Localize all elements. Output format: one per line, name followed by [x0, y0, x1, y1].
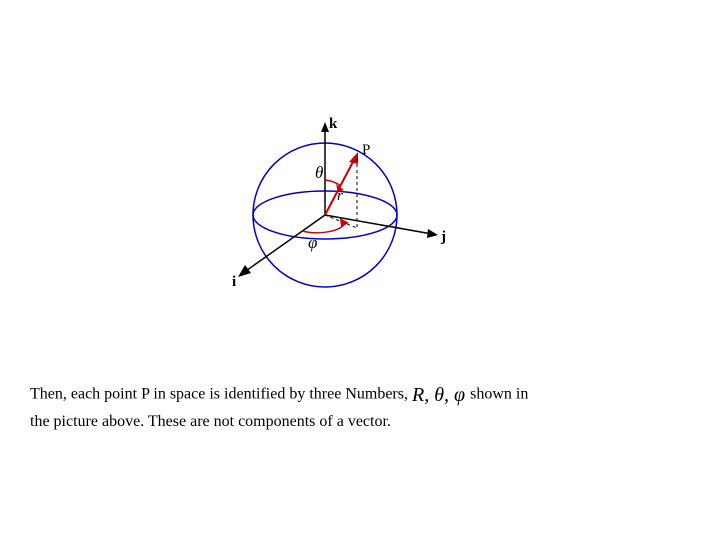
theta-arc: [325, 180, 341, 186]
p-label: P: [362, 142, 370, 158]
phi-label: φ: [308, 233, 317, 252]
r-label: r: [337, 188, 343, 204]
formula-symbols: R, θ, φ: [412, 384, 470, 406]
k-label: k: [329, 116, 338, 132]
formula-sep1: ,: [424, 384, 434, 406]
r-vector: [325, 158, 355, 215]
formula-phi: φ: [454, 380, 465, 410]
i-label: i: [232, 274, 236, 290]
formula-sep2: ,: [444, 384, 454, 406]
i-axis-arrow: [238, 265, 251, 277]
formula-R: R: [412, 380, 424, 410]
caption-text: Then, each point P in space is identifie…: [30, 380, 690, 434]
formula-theta: θ: [434, 380, 444, 410]
spherical-coords-diagram: k j i P θ φ r: [210, 110, 470, 310]
caption-line2: the picture above. These are not compone…: [30, 413, 391, 430]
caption-part1: Then, each point P in space is identifie…: [30, 386, 412, 403]
j-label: j: [440, 229, 446, 245]
caption-part2: shown in: [470, 386, 528, 403]
j-axis-arrow: [427, 229, 438, 238]
theta-label: θ: [315, 163, 323, 182]
k-axis-arrow: [321, 122, 329, 132]
